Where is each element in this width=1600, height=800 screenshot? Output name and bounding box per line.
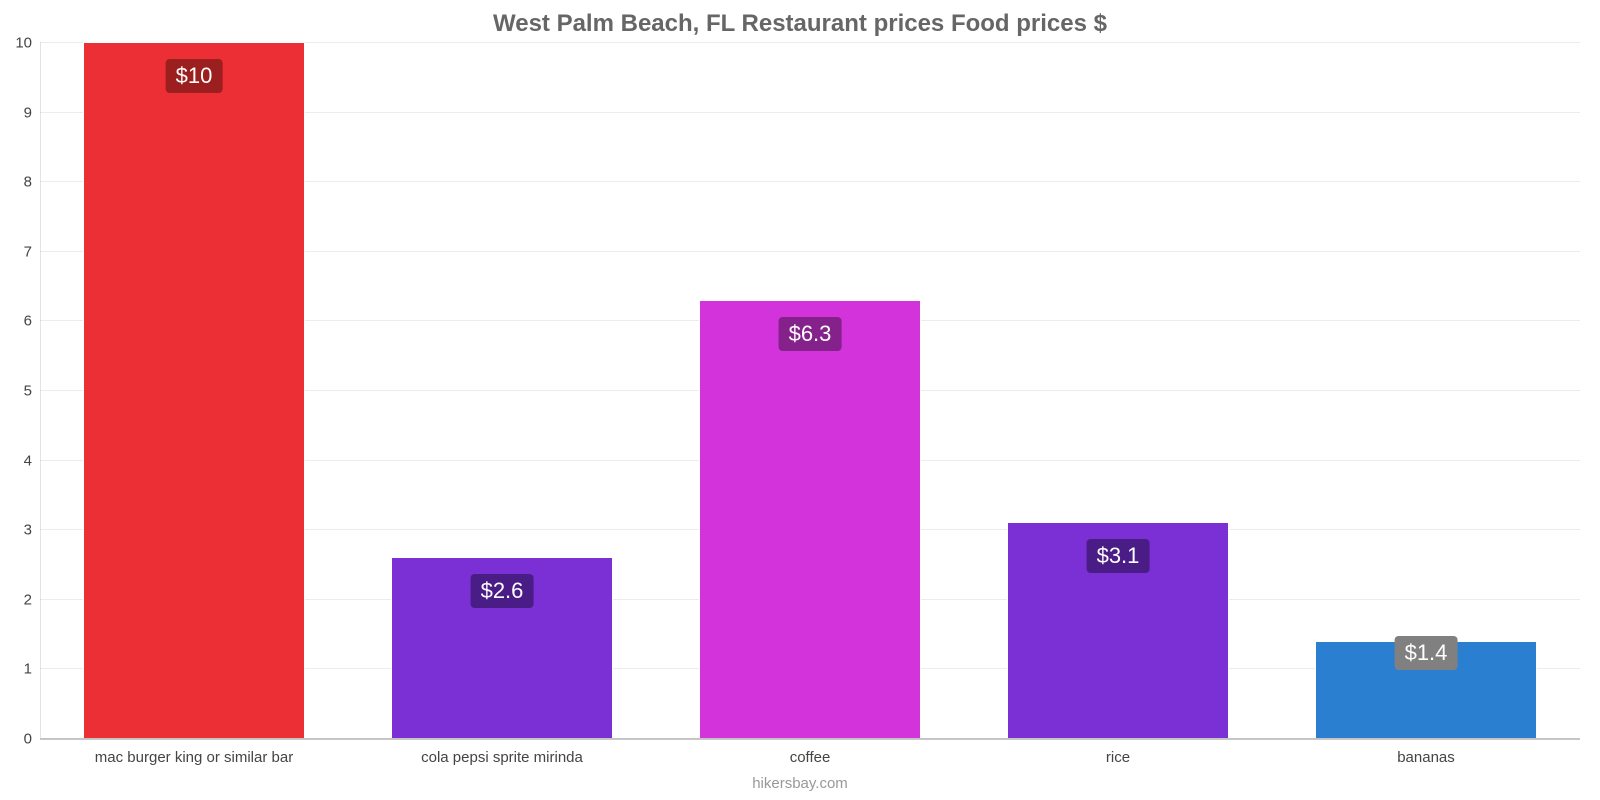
bar-slot: $3.1 [964, 42, 1272, 738]
y-tick-label: 1 [24, 661, 40, 678]
x-axis-label: coffee [656, 749, 964, 766]
y-tick-label: 6 [24, 313, 40, 330]
chart-credit: hikersbay.com [0, 775, 1600, 792]
y-tick-label: 5 [24, 383, 40, 400]
chart-container: West Palm Beach, FL Restaurant prices Fo… [0, 0, 1600, 800]
y-tick-label: 8 [24, 174, 40, 191]
y-tick-label: 9 [24, 104, 40, 121]
x-axis-label: rice [964, 749, 1272, 766]
x-axis-label: bananas [1272, 749, 1580, 766]
y-tick-label: 0 [24, 731, 40, 748]
x-axis-labels: mac burger king or similar barcola pepsi… [40, 749, 1580, 766]
bars-row: $10 $2.6 $6.3 $3.1 $1.4 [40, 42, 1580, 738]
y-tick-label: 10 [15, 35, 40, 52]
bar: $2.6 [391, 557, 613, 738]
bar-slot: $1.4 [1272, 42, 1580, 738]
x-axis-label: mac burger king or similar bar [40, 749, 348, 766]
bar: $1.4 [1315, 641, 1537, 738]
bar-slot: $10 [40, 42, 348, 738]
y-tick-label: 2 [24, 591, 40, 608]
bar-value-badge: $2.6 [471, 574, 534, 608]
y-tick-label: 4 [24, 452, 40, 469]
bar-value-badge: $6.3 [779, 317, 842, 351]
bar-slot: $2.6 [348, 42, 656, 738]
y-tick-label: 7 [24, 243, 40, 260]
y-tick-label: 3 [24, 522, 40, 539]
plot-area: 012345678910 $10$2.6$6.3$3.1$1.4 [40, 42, 1580, 740]
bar-value-badge: $10 [166, 59, 223, 93]
bar-value-badge: $1.4 [1395, 636, 1458, 670]
chart-title: West Palm Beach, FL Restaurant prices Fo… [0, 10, 1600, 38]
grid-line: 0 [40, 738, 1580, 739]
bar-slot: $6.3 [656, 42, 964, 738]
bar-value-badge: $3.1 [1087, 539, 1150, 573]
bar: $6.3 [699, 300, 921, 738]
bar: $10 [83, 42, 305, 738]
x-axis-label: cola pepsi sprite mirinda [348, 749, 656, 766]
bar: $3.1 [1007, 522, 1229, 738]
